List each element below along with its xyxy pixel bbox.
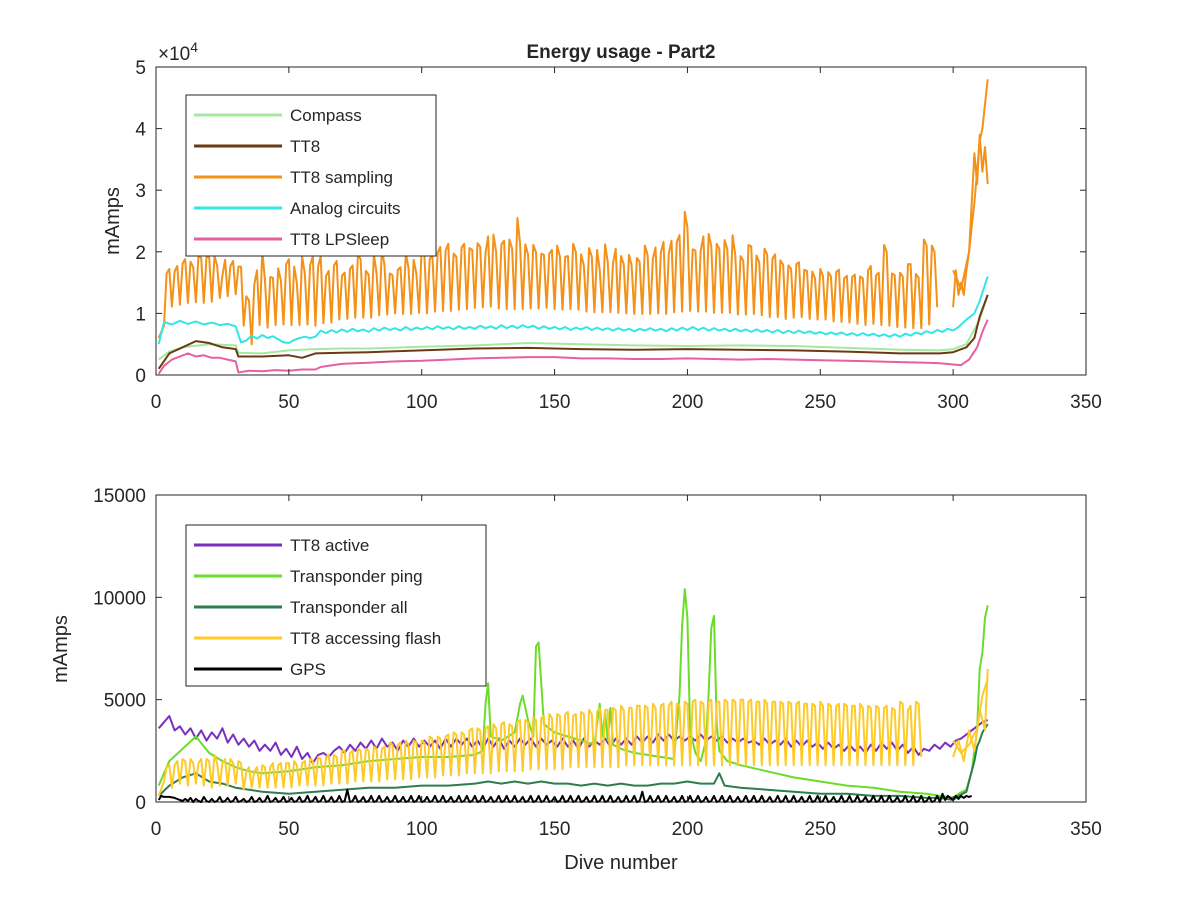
top-x-tick-label: 50 [278, 392, 299, 413]
bottom-series-group [157, 588, 989, 803]
bottom-x-ticks: 0 50 100 150 200 250 300 350 [151, 495, 1102, 840]
top-x-tick-label: 250 [804, 392, 836, 413]
top-y-tick-label: 4 [135, 120, 146, 141]
top-y-tick-label: 1 [135, 304, 146, 325]
legend-label-compass: Compass [290, 106, 362, 125]
series-line-gps [157, 788, 973, 803]
series-line-tt8-accessing-flash [157, 698, 923, 797]
legend-label-tt8: TT8 [290, 137, 320, 156]
top-x-tick-label: 150 [539, 392, 571, 413]
legend-label-tt8-accessing-flash: TT8 accessing flash [290, 629, 441, 648]
bottom-x-tick-label: 350 [1070, 819, 1102, 840]
top-y-tick-label: 0 [135, 366, 146, 387]
bottom-y-ticks: 0 5000 10000 15000 [93, 486, 1086, 814]
series-line-compass [158, 294, 989, 361]
series-line-analog-circuits [157, 276, 989, 345]
top-x-tick-label: 350 [1070, 392, 1102, 413]
series-line-tt8 [157, 294, 989, 370]
series-line-tt8-lpsleep [157, 319, 989, 375]
top-x-tick-label: 100 [406, 392, 438, 413]
bottom-x-tick-label: 200 [672, 819, 704, 840]
bottom-axes: 0 50 100 150 200 250 300 350 0 5000 10000 15000 Di… [50, 486, 1102, 874]
top-series-group [157, 79, 989, 375]
legend-label-tt8-sampling: TT8 sampling [290, 168, 393, 187]
top-y-exponent-base: ×10 [158, 44, 190, 65]
bottom-x-tick-label: 250 [804, 819, 836, 840]
bottom-legend: TT8 active Transponder ping Transponder al… [185, 524, 487, 687]
series-line-tt8-accessing-flash [952, 678, 989, 754]
top-x-ticks: 0 50 100 150 200 250 300 350 [151, 67, 1102, 413]
top-y-tick-label: 5 [135, 58, 146, 79]
top-y-exponent-power: 4 [190, 39, 198, 55]
legend-label-gps: GPS [290, 660, 326, 679]
bottom-y-tick-label: 5000 [104, 691, 146, 712]
top-x-tick-label: 0 [151, 392, 162, 413]
bottom-x-axis-label: Dive number [564, 852, 678, 874]
legend-label-analog-circuits: Analog circuits [290, 199, 401, 218]
legend-label-transponder-ping: Transponder ping [290, 567, 423, 586]
top-x-tick-label: 200 [672, 392, 704, 413]
top-chart-title: Energy usage - Part2 [526, 42, 715, 63]
bottom-x-tick-label: 50 [278, 819, 299, 840]
legend-label-tt8-active: TT8 active [290, 536, 369, 555]
top-y-axis-label: mAmps [102, 187, 124, 255]
bottom-y-tick-label: 15000 [93, 486, 146, 507]
top-y-tick-label: 2 [135, 243, 146, 264]
top-y-exponent: ×104 [158, 39, 198, 65]
top-y-ticks: 0 1 2 3 4 5 [135, 58, 1086, 387]
series-line-transponder-all [158, 723, 989, 801]
legend-label-transponder-all: Transponder all [290, 598, 408, 617]
bottom-x-tick-label: 150 [539, 819, 571, 840]
bottom-x-tick-label: 300 [937, 819, 969, 840]
bottom-y-tick-label: 0 [135, 793, 146, 814]
bottom-y-tick-label: 10000 [93, 588, 146, 609]
top-legend: Compass TT8 TT8 sampling Analog circuits TT8… [185, 94, 437, 257]
bottom-x-tick-label: 100 [406, 819, 438, 840]
top-y-tick-label: 3 [135, 181, 146, 202]
legend-label-tt8-lpsleep: TT8 LPSleep [290, 230, 389, 249]
bottom-y-axis-label: mAmps [50, 615, 72, 683]
series-line-tt8-sampling [157, 210, 939, 346]
bottom-x-tick-label: 0 [151, 819, 162, 840]
top-axes: 0 50 100 150 200 250 300 350 0 1 2 3 4 5 Energy usag… [102, 39, 1102, 413]
series-line-tt8-sampling [952, 133, 989, 290]
top-x-tick-label: 300 [937, 392, 969, 413]
